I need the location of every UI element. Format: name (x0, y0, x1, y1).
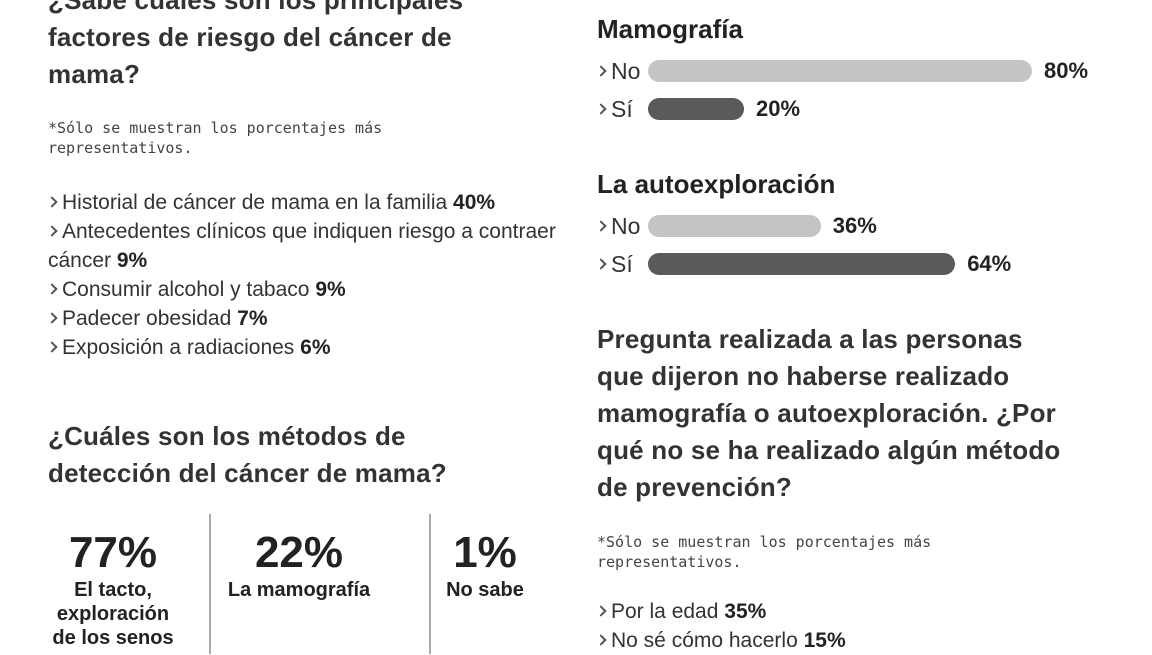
bar-label: Sí (595, 249, 633, 279)
chevron (595, 605, 607, 617)
divider (209, 514, 211, 654)
bar-label: No (595, 56, 641, 86)
item-text: Consumir alcohol y tabaco (62, 278, 310, 301)
method: 22% La mamografía (219, 530, 379, 602)
factor: Exposición a radiaciones 6% (46, 333, 560, 362)
value-label: 80% (1044, 58, 1089, 83)
note: *Sólo se muestran los porcentajes más re… (597, 533, 932, 571)
method: 1% No sabe (405, 530, 565, 602)
item-text: Por la edad (611, 600, 719, 623)
reason: No sé cómo hacerlo 15% (595, 626, 1097, 655)
chevron (46, 225, 58, 237)
item-value: 35% (724, 600, 767, 623)
bar-row: Sí 20% (595, 94, 1137, 124)
item-value: 15% (803, 629, 846, 652)
factor: Historial de cáncer de mama en la famili… (46, 188, 560, 217)
divider (429, 514, 431, 654)
value-label: 36% (832, 213, 877, 238)
value-label: 64% (967, 251, 1012, 276)
chevron (46, 341, 58, 353)
chevron (595, 103, 607, 116)
item-value: 9% (116, 249, 148, 272)
chevron (595, 258, 607, 271)
factor: Antecedentes clínicos que indiquen riesg… (46, 217, 560, 275)
method-label: El tacto, exploración de los senos (52, 579, 174, 649)
chevron (46, 312, 58, 324)
item-text: No sé cómo hacerlo (611, 629, 798, 652)
item-value: 40% (453, 191, 496, 214)
category: Sí (611, 251, 633, 277)
bar-label: Sí (595, 94, 633, 124)
factor: Padecer obesidad 7% (46, 304, 560, 333)
chart-title: Mamografía (597, 14, 743, 44)
item-value: 9% (315, 278, 346, 301)
bar (648, 215, 821, 237)
factor: Consumir alcohol y tabaco 9% (46, 275, 560, 304)
bar (648, 60, 1032, 82)
question: Pregunta realizada a las personas que di… (597, 324, 1061, 502)
note: *Sólo se muestran los porcentajes más re… (48, 119, 383, 157)
bar-row: Sí 64% (595, 249, 1137, 279)
item-text: Exposición a radiaciones (62, 336, 295, 359)
chevron (595, 634, 607, 646)
value-label: 20% (756, 96, 801, 121)
question: ¿Cuáles son los métodos de detección del… (48, 421, 447, 488)
category: No (611, 213, 641, 239)
chevron (595, 220, 607, 233)
item-value: 6% (300, 336, 331, 359)
chart-title: La autoexploración (597, 169, 836, 199)
item-text: Padecer obesidad (62, 307, 232, 330)
item-value: 7% (237, 307, 268, 330)
bar-label: No (595, 211, 641, 241)
item-text: Historial de cáncer de mama en la famili… (62, 191, 448, 214)
charts: Mamografía No 80% Sí 20% La autoexploración No… (595, 14, 1137, 314)
category: No (611, 58, 641, 84)
bar-row: No 36% (595, 211, 1137, 241)
bar (648, 98, 744, 120)
bar-row: No 80% (595, 56, 1137, 86)
method-value: 1% (453, 528, 517, 577)
chevron (595, 65, 607, 78)
question: ¿Sabe cuáles son los principales factore… (48, 0, 464, 89)
method-label: La mamografía (227, 579, 371, 601)
method: 77% El tacto, exploración de los senos (48, 530, 178, 650)
item-text: Antecedentes clínicos que indiquen riesg… (48, 220, 556, 272)
method-value: 22% (254, 528, 344, 577)
reason-list: Por la edad 35% No sé cómo hacerlo 15% (595, 597, 1097, 655)
category: Sí (611, 96, 633, 122)
method-value: 77% (68, 528, 158, 577)
factor-list: Historial de cáncer de mama en la famili… (46, 188, 560, 362)
chevron (46, 196, 58, 208)
chevron (46, 283, 58, 295)
reason: Por la edad 35% (595, 597, 1097, 626)
method-label: No sabe (446, 579, 524, 601)
bar (648, 253, 956, 275)
